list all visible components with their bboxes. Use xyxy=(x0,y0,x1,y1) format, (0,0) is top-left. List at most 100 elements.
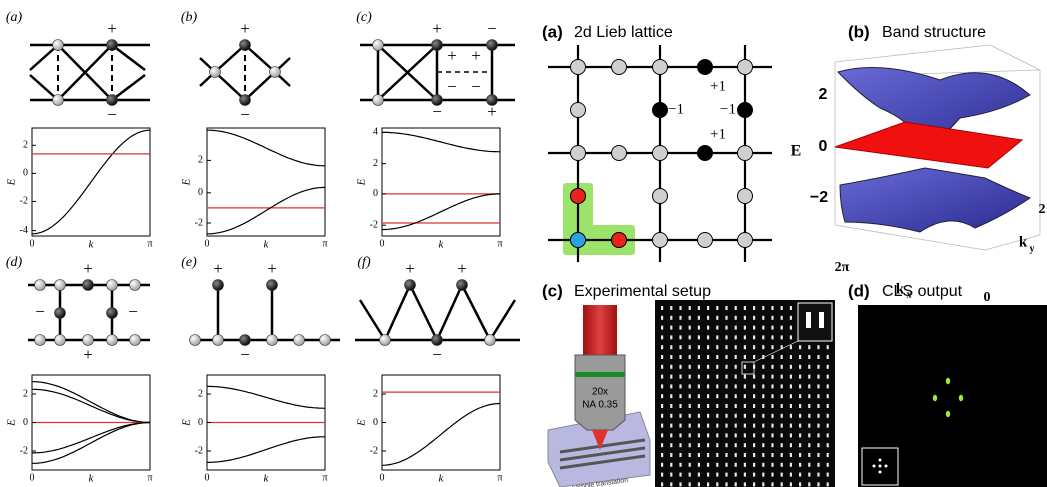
y-tick-label: 2 xyxy=(198,388,203,399)
waveguide-spot xyxy=(698,384,700,388)
tick-label: 2 xyxy=(1039,202,1046,217)
panel-title: CLS output xyxy=(882,283,963,300)
waveguide-spot xyxy=(670,365,672,369)
sign: + xyxy=(213,259,223,278)
waveguide-spot xyxy=(808,384,810,388)
band-curve xyxy=(207,130,325,166)
waveguide-spot xyxy=(661,335,663,339)
waveguide-spot xyxy=(781,424,783,428)
sign: − xyxy=(471,77,481,96)
waveguide-spot xyxy=(716,414,718,418)
inset-spot xyxy=(806,312,811,328)
x-axis-label: k xyxy=(264,239,270,251)
waveguide-spot xyxy=(753,482,755,486)
x-axis-label: k xyxy=(439,473,445,485)
waveguide-spot xyxy=(707,326,709,330)
waveguide-spot xyxy=(762,463,764,467)
sign: + xyxy=(432,19,442,38)
sign: + xyxy=(83,259,93,278)
y-tick-label: 0 xyxy=(373,417,378,428)
site xyxy=(653,103,668,118)
waveguide-spot xyxy=(817,414,819,418)
waveguide-spot xyxy=(716,463,718,467)
waveguide-spot xyxy=(679,355,681,359)
figure: (a)+−20-2-40πkE(b)+−20-20πkE(c)+−++−−−+4… xyxy=(0,0,1047,487)
waveguide-spot xyxy=(679,316,681,320)
waveguide-spot xyxy=(762,404,764,408)
edge xyxy=(245,72,275,100)
waveguide-spot xyxy=(689,433,691,437)
site xyxy=(653,233,668,248)
y-tick-label: -2 xyxy=(370,445,378,456)
waveguide-spot xyxy=(707,463,709,467)
edge xyxy=(360,300,385,340)
waveguide-spot xyxy=(799,473,801,477)
site xyxy=(83,335,94,346)
waveguide-spot xyxy=(725,443,727,447)
waveguide-spot xyxy=(661,414,663,418)
x-tick-label: 0 xyxy=(380,238,385,249)
waveguide-spot xyxy=(689,394,691,398)
site xyxy=(373,95,384,106)
waveguide-spot xyxy=(716,306,718,310)
waveguide-spot xyxy=(808,394,810,398)
edge xyxy=(245,45,275,72)
waveguide-spot xyxy=(725,433,727,437)
waveguide-spot xyxy=(670,355,672,359)
site xyxy=(571,146,586,161)
waveguide-spot xyxy=(707,414,709,418)
waveguide-spot xyxy=(735,384,737,388)
site xyxy=(320,335,331,346)
waveguide-spot xyxy=(698,424,700,428)
waveguide-spot xyxy=(744,482,746,486)
panel-title: 2d Lieb lattice xyxy=(574,24,673,41)
waveguide-spot xyxy=(725,316,727,320)
amplitude: −1 xyxy=(668,101,684,117)
waveguide-spot xyxy=(771,473,773,477)
waveguide-spot xyxy=(698,482,700,486)
flat-band xyxy=(835,122,1022,168)
waveguide-spot xyxy=(771,316,773,320)
site xyxy=(107,95,118,106)
site xyxy=(294,335,305,346)
sign: + xyxy=(240,19,250,38)
waveguide-spot xyxy=(827,355,829,359)
waveguide-spot xyxy=(670,335,672,339)
waveguide-spot xyxy=(716,355,718,359)
site xyxy=(240,95,251,106)
waveguide-spot xyxy=(808,375,810,379)
z-tick-label: −2 xyxy=(810,189,828,206)
waveguide-spot xyxy=(744,414,746,418)
waveguide-spot xyxy=(698,394,700,398)
x-axis-label: k xyxy=(439,239,445,251)
inset-spot xyxy=(879,465,882,468)
waveguide-spot xyxy=(762,473,764,477)
inset-spot xyxy=(879,471,882,474)
y-tick-label: 2 xyxy=(23,388,28,399)
waveguide-spot xyxy=(827,463,829,467)
x-tick-label: π xyxy=(322,238,327,249)
site xyxy=(738,60,753,75)
waveguide-spot xyxy=(771,335,773,339)
sign: − xyxy=(432,102,442,121)
waveguide-spot xyxy=(781,482,783,486)
waveguide-spot xyxy=(799,433,801,437)
waveguide-spot xyxy=(762,453,764,457)
waveguide-spot xyxy=(716,335,718,339)
waveguide-spot xyxy=(771,394,773,398)
waveguide-spot xyxy=(698,326,700,330)
waveguide-spot xyxy=(698,443,700,447)
waveguide-spot xyxy=(817,394,819,398)
waveguide-spot xyxy=(735,414,737,418)
waveguide-spot xyxy=(698,316,700,320)
waveguide-spot xyxy=(827,443,829,447)
panel-label: (a) xyxy=(6,10,23,25)
waveguide-spot xyxy=(762,384,764,388)
waveguide-spot xyxy=(725,365,727,369)
site xyxy=(612,233,627,248)
waveguide-spot xyxy=(735,443,737,447)
waveguide-spot xyxy=(716,473,718,477)
waveguide-spot xyxy=(725,482,727,486)
waveguide-spot xyxy=(689,365,691,369)
waveguide-spot xyxy=(753,473,755,477)
